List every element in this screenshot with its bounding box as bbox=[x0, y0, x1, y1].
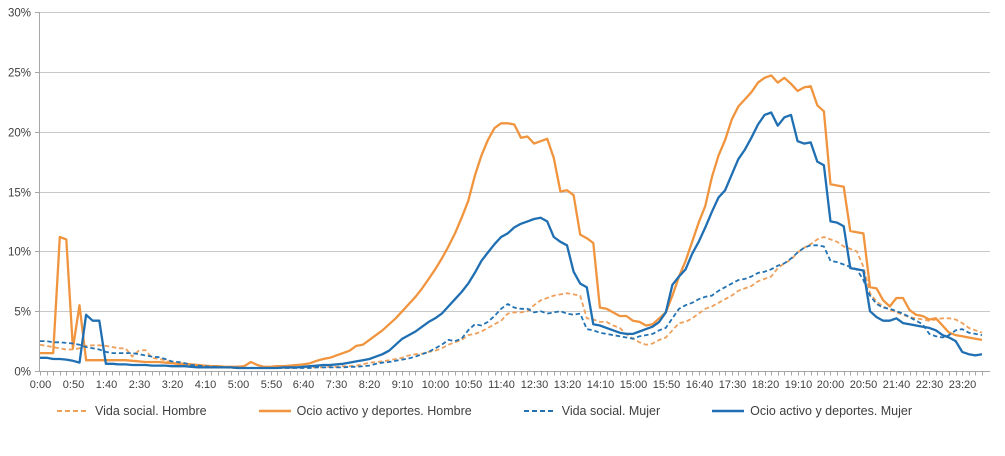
legend-line-sample-blue-solid bbox=[712, 409, 745, 413]
series-line-vida-social-hombre bbox=[39, 236, 983, 369]
x-axis-label: 10:50 bbox=[455, 379, 483, 391]
x-axis-label: 2:30 bbox=[129, 379, 150, 391]
x-axis-label: 13:20 bbox=[554, 379, 582, 391]
x-axis-label: 5:00 bbox=[228, 379, 249, 391]
chart-legend: Vida social. Hombre Ocio activo y deport… bbox=[0, 404, 1005, 418]
x-axis-label: 19:10 bbox=[785, 379, 813, 391]
x-axis-label: 0:50 bbox=[63, 379, 84, 391]
x-axis-label: 15:00 bbox=[620, 379, 648, 391]
legend-item-ocio-activo-hombre: Ocio activo y deportes. Hombre bbox=[258, 404, 472, 418]
y-axis-label: 20% bbox=[8, 128, 31, 140]
y-axis-label: 10% bbox=[8, 247, 31, 259]
series-line-ocio-activo-y-deportes-hombre bbox=[40, 74, 983, 368]
x-axis-label: 3:20 bbox=[162, 379, 183, 391]
y-axis-label: 5% bbox=[14, 307, 31, 319]
x-axis-label: 20:00 bbox=[817, 379, 845, 391]
x-axis-label: 20:50 bbox=[850, 379, 878, 391]
y-axis-label: 30% bbox=[8, 8, 31, 20]
y-axis-label: 0% bbox=[14, 367, 31, 379]
y-axis-label: 15% bbox=[8, 188, 31, 200]
legend-item-ocio-activo-mujer: Ocio activo y deportes. Mujer bbox=[712, 404, 912, 418]
x-axis-label: 0:00 bbox=[30, 379, 51, 391]
series-line-ocio-activo-y-deportes-mujer bbox=[40, 111, 983, 370]
x-axis-label: 21:40 bbox=[883, 379, 911, 391]
plot-area: 30% 25% 20% 15% 10% 5% 0%0:00 0:50 1:40 2:30 3:20 4… bbox=[8, 8, 990, 391]
x-axis-label: 22:30 bbox=[916, 379, 944, 391]
x-axis-label: 6:40 bbox=[293, 379, 314, 391]
x-axis-label: 17:30 bbox=[719, 379, 747, 391]
x-axis-label: 14:10 bbox=[587, 379, 615, 391]
x-axis-label: 1:40 bbox=[96, 379, 117, 391]
x-axis-label: 10:00 bbox=[422, 379, 450, 391]
x-axis-label: 8:20 bbox=[359, 379, 380, 391]
x-axis-label: 5:50 bbox=[261, 379, 282, 391]
x-axis-label: 15:50 bbox=[653, 379, 681, 391]
legend-label: Vida social. Hombre bbox=[95, 404, 207, 418]
y-axis-label: 25% bbox=[8, 68, 31, 80]
legend-label: Ocio activo y deportes. Mujer bbox=[750, 404, 913, 418]
legend-line-sample-orange-solid bbox=[258, 409, 291, 413]
legend-label: Vida social. Mujer bbox=[561, 404, 661, 418]
x-axis-label: 18:20 bbox=[752, 379, 780, 391]
x-axis-label: 9:10 bbox=[392, 379, 413, 391]
x-axis-label: 16:40 bbox=[686, 379, 714, 391]
legend-label: Ocio activo y deportes. Hombre bbox=[296, 404, 472, 418]
x-axis-label: 23:20 bbox=[949, 379, 977, 391]
legend-line-sample-orange-dashed bbox=[57, 410, 89, 412]
x-axis-label: 12:30 bbox=[521, 379, 549, 391]
x-axis-label: 4:10 bbox=[195, 379, 216, 391]
x-axis-label: 7:30 bbox=[326, 379, 347, 391]
legend-line-sample-blue-dashed bbox=[523, 410, 556, 412]
legend-item-vida-social-hombre: Vida social. Hombre bbox=[57, 404, 207, 418]
series-line-vida-social-mujer bbox=[40, 244, 983, 369]
x-axis-label: 11:40 bbox=[488, 379, 515, 391]
legend-item-vida-social-mujer: Vida social. Mujer bbox=[523, 404, 661, 418]
